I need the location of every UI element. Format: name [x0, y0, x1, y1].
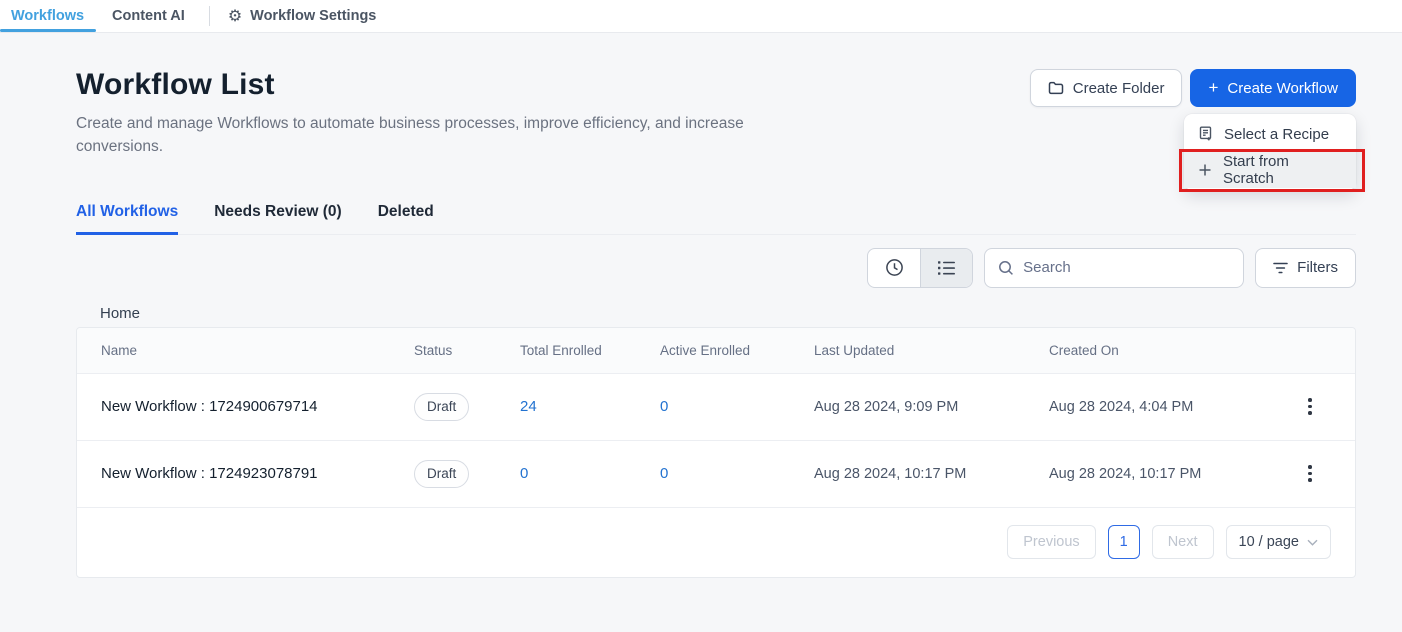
plus-icon: +: [1208, 78, 1219, 97]
column-header-name: Name: [101, 342, 138, 358]
menu-item-label: Start from Scratch: [1223, 153, 1289, 187]
chevron-down-icon: [1307, 539, 1318, 546]
row-actions-kebab-icon[interactable]: [1301, 461, 1319, 486]
active-enrolled-link[interactable]: 0: [660, 465, 669, 482]
column-header-active-enrolled: Active Enrolled: [660, 342, 751, 358]
title-block: Workflow List Create and manage Workflow…: [76, 68, 821, 159]
tab-all-workflows[interactable]: All Workflows: [76, 203, 179, 235]
filters-button[interactable]: Filters: [1255, 247, 1356, 288]
breadcrumb: Home: [100, 304, 141, 322]
recipe-icon: [1198, 126, 1213, 142]
created-on-value: Aug 28 2024, 10:17 PM: [1049, 465, 1202, 482]
tab-needs-review[interactable]: Needs Review (0): [214, 202, 342, 220]
created-on-value: Aug 28 2024, 4:04 PM: [1049, 398, 1194, 415]
page-size-select[interactable]: 10 / page: [1225, 525, 1331, 559]
create-workflow-label: Create Workflow: [1227, 79, 1338, 97]
page-content: Workflow List Create and manage Workflow…: [0, 33, 1402, 578]
top-navigation: Workflows Content AI ⚙ Workflow Settings: [0, 0, 1402, 33]
page-title: Workflow List: [76, 68, 275, 101]
topnav-workflow-settings[interactable]: ⚙ Workflow Settings: [220, 0, 385, 32]
workflow-tabs: All Workflows Needs Review (0) Deleted: [76, 203, 1356, 235]
column-header-status: Status: [414, 342, 453, 358]
menu-item-label: Select a Recipe: [1224, 125, 1330, 143]
create-folder-button[interactable]: Create Folder: [1029, 69, 1183, 107]
filter-icon: [1273, 262, 1288, 274]
topnav-tab-content-ai[interactable]: Content AI: [106, 0, 191, 32]
workflow-table-card: Name Status Total Enrolled Active Enroll…: [76, 326, 1356, 578]
table-row[interactable]: New Workflow : 1724923078791 Draft 0 0 A…: [77, 441, 1355, 508]
folder-icon: [1048, 81, 1064, 95]
status-badge: Draft: [414, 459, 470, 488]
page-header: Workflow List Create and manage Workflow…: [76, 68, 1365, 192]
create-workflow-button[interactable]: + Create Workflow: [1190, 69, 1356, 107]
clock-icon: [885, 258, 904, 277]
topnav-tab-workflows[interactable]: Workflows: [0, 0, 97, 32]
total-enrolled-link[interactable]: 24: [520, 398, 537, 415]
gear-icon: ⚙: [227, 6, 243, 25]
topnav-divider: [208, 6, 210, 26]
column-header-created-on: Created On: [1049, 342, 1119, 358]
topnav-settings-label: Workflow Settings: [250, 8, 377, 24]
menu-item-start-from-scratch[interactable]: Start from Scratch: [1179, 149, 1365, 192]
search-box: [984, 247, 1245, 288]
status-badge: Draft: [414, 392, 470, 421]
page-size-label: 10 / page: [1238, 534, 1299, 550]
pagination: Previous 1 Next 10 / page: [77, 508, 1355, 577]
header-actions: Create Folder + Create Workflow Sel: [1029, 69, 1365, 192]
active-enrolled-link[interactable]: 0: [660, 398, 669, 415]
column-header-total-enrolled: Total Enrolled: [520, 342, 602, 358]
create-folder-label: Create Folder: [1072, 79, 1165, 97]
row-actions-kebab-icon[interactable]: [1301, 394, 1319, 419]
next-page-button[interactable]: Next: [1151, 525, 1214, 559]
status-cell: Draft: [414, 459, 520, 488]
filters-label: Filters: [1297, 259, 1338, 276]
tab-deleted[interactable]: Deleted: [377, 202, 434, 220]
page-subtitle: Create and manage Workflows to automate …: [76, 115, 744, 156]
previous-page-button[interactable]: Previous: [1007, 525, 1096, 559]
plus-icon: [1198, 163, 1212, 177]
last-updated-value: Aug 28 2024, 9:09 PM: [814, 398, 959, 415]
workflow-name[interactable]: New Workflow : 1724900679714: [101, 398, 318, 415]
workflow-name[interactable]: New Workflow : 1724923078791: [101, 465, 318, 482]
history-view-button[interactable]: [868, 249, 920, 287]
list-icon: [937, 260, 956, 276]
total-enrolled-link[interactable]: 0: [520, 465, 529, 482]
status-cell: Draft: [414, 392, 520, 421]
column-header-last-updated: Last Updated: [814, 342, 895, 358]
list-toolbar: Filters: [76, 247, 1356, 288]
menu-item-select-recipe[interactable]: Select a Recipe: [1184, 116, 1356, 152]
topnav-tab-label: Workflows: [11, 8, 85, 24]
table-row[interactable]: New Workflow : 1724900679714 Draft 24 0 …: [77, 374, 1355, 441]
page-number-button[interactable]: 1: [1107, 525, 1140, 559]
topnav-tab-label: Content AI: [112, 8, 185, 24]
last-updated-value: Aug 28 2024, 10:17 PM: [814, 465, 967, 482]
table-header: Name Status Total Enrolled Active Enroll…: [77, 327, 1355, 374]
search-icon: [998, 260, 1014, 276]
search-input[interactable]: [1023, 259, 1231, 276]
list-view-button[interactable]: [920, 248, 973, 287]
create-workflow-menu: Select a Recipe Start from Scratch: [1179, 114, 1365, 192]
view-toggle: [867, 247, 974, 288]
